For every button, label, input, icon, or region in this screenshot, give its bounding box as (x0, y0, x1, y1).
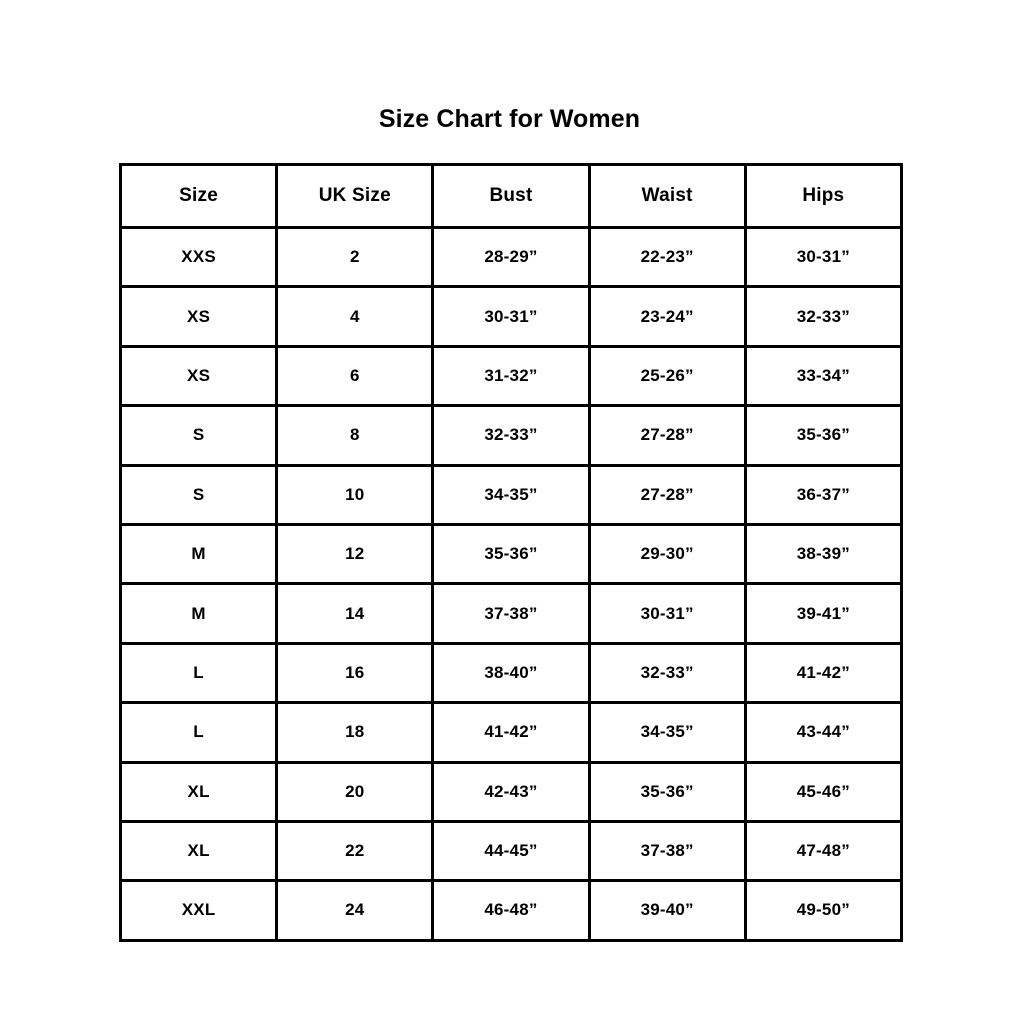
table-row: L 16 38-40” 32-33” 41-42” (118, 641, 903, 705)
cell-size: XL (118, 819, 279, 883)
table-row: M 12 35-36” 29-30” 38-39” (118, 522, 903, 586)
cell-uk-size: 4 (275, 285, 435, 348)
column-header-uk-size: UK Size (275, 163, 435, 229)
table-row: XXS 2 28-29” 22-23” 30-31” (118, 225, 903, 289)
cell-bust: 34-35” (431, 463, 591, 526)
table-row: M 14 37-38” 30-31” 39-41” (118, 582, 903, 645)
cell-waist: 34-35” (587, 701, 747, 764)
table-header-row: Size UK Size Bust Waist Hips (118, 163, 903, 229)
table-row: XS 4 30-31” 23-24” 32-33” (118, 285, 903, 348)
cell-size: S (118, 463, 279, 526)
cell-waist: 22-23” (587, 225, 747, 289)
cell-waist: 27-28” (587, 463, 747, 526)
table-row: XL 20 42-43” 35-36” 45-46” (118, 760, 903, 823)
cell-hips: 47-48” (743, 819, 903, 883)
cell-size: XS (118, 344, 279, 408)
cell-waist: 27-28” (587, 404, 747, 467)
cell-size: XXS (118, 225, 279, 289)
cell-hips: 45-46” (743, 760, 903, 823)
cell-waist: 30-31” (587, 582, 747, 645)
table-row: S 8 32-33” 27-28” 35-36” (118, 404, 903, 467)
cell-bust: 31-32” (431, 344, 591, 408)
column-header-bust: Bust (431, 163, 591, 229)
size-chart-table-container: Size UK Size Bust Waist Hips XXS 2 28-29” 2… (118, 163, 903, 942)
page-title: Size Chart for Women (378, 105, 641, 133)
cell-waist: 39-40” (587, 879, 747, 942)
cell-uk-size: 18 (275, 701, 435, 764)
cell-waist: 37-38” (587, 819, 747, 883)
table-row: XS 6 31-32” 25-26” 33-34” (118, 344, 903, 408)
cell-size: XL (118, 760, 279, 823)
cell-uk-size: 8 (275, 404, 435, 467)
cell-hips: 33-34” (743, 344, 903, 408)
cell-uk-size: 14 (275, 582, 435, 645)
table-row: XL 22 44-45” 37-38” 47-48” (118, 819, 903, 883)
cell-bust: 38-40” (431, 641, 591, 705)
table-row: L 18 41-42” 34-35” 43-44” (118, 701, 903, 764)
column-header-hips: Hips (743, 163, 903, 229)
cell-bust: 30-31” (431, 285, 591, 348)
cell-waist: 35-36” (587, 760, 747, 823)
cell-waist: 25-26” (587, 344, 747, 408)
cell-size: L (118, 641, 279, 705)
column-header-waist: Waist (587, 163, 747, 229)
cell-bust: 44-45” (431, 819, 591, 883)
cell-waist: 29-30” (587, 522, 747, 586)
cell-hips: 49-50” (743, 879, 903, 942)
cell-bust: 41-42” (431, 701, 591, 764)
cell-hips: 43-44” (743, 701, 903, 764)
cell-uk-size: 6 (275, 344, 435, 408)
cell-size: XS (118, 285, 279, 348)
cell-uk-size: 16 (275, 641, 435, 705)
cell-uk-size: 24 (275, 879, 435, 942)
table-row: XXL 24 46-48” 39-40” 49-50” (118, 879, 903, 942)
column-header-size: Size (118, 163, 279, 229)
cell-hips: 39-41” (743, 582, 903, 645)
cell-uk-size: 22 (275, 819, 435, 883)
cell-size: M (118, 522, 279, 586)
table-body: XXS 2 28-29” 22-23” 30-31” XS 4 30-31” 23-24” 32-… (118, 225, 903, 942)
cell-hips: 30-31” (743, 225, 903, 289)
cell-bust: 32-33” (431, 404, 591, 467)
cell-waist: 32-33” (587, 641, 747, 705)
table-row: S 10 34-35” 27-28” 36-37” (118, 463, 903, 526)
cell-size: S (118, 404, 279, 467)
cell-size: M (118, 582, 279, 645)
cell-bust: 28-29” (431, 225, 591, 289)
cell-size: XXL (118, 879, 279, 942)
cell-bust: 37-38” (431, 582, 591, 645)
cell-hips: 36-37” (743, 463, 903, 526)
cell-uk-size: 12 (275, 522, 435, 586)
cell-bust: 35-36” (431, 522, 591, 586)
cell-uk-size: 2 (275, 225, 435, 289)
cell-size: L (118, 701, 279, 764)
cell-hips: 41-42” (743, 641, 903, 705)
cell-hips: 38-39” (743, 522, 903, 586)
cell-bust: 42-43” (431, 760, 591, 823)
cell-uk-size: 10 (275, 463, 435, 526)
cell-waist: 23-24” (587, 285, 747, 348)
size-chart-table: Size UK Size Bust Waist Hips XXS 2 28-29” 2… (118, 163, 903, 942)
cell-hips: 35-36” (743, 404, 903, 467)
cell-uk-size: 20 (275, 760, 435, 823)
cell-bust: 46-48” (431, 879, 591, 942)
cell-hips: 32-33” (743, 285, 903, 348)
